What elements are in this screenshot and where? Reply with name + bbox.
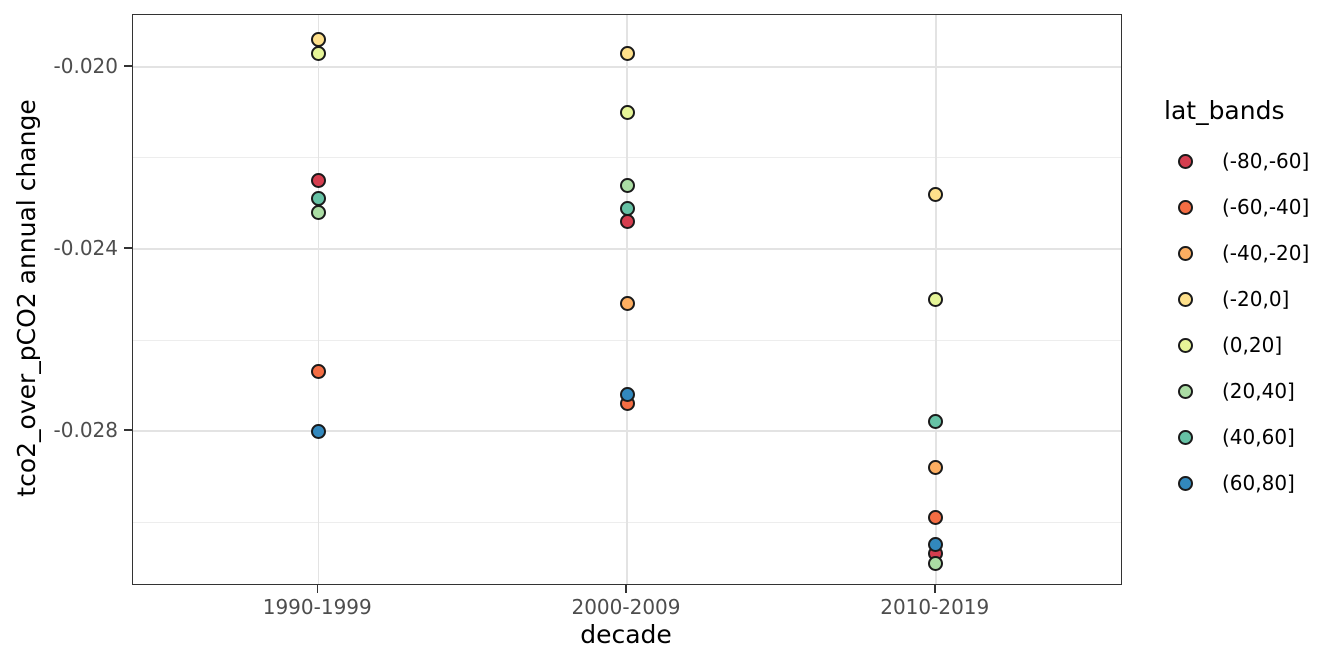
gridline-major-vertical <box>317 15 319 584</box>
data-point <box>928 459 944 475</box>
data-point <box>619 104 635 120</box>
y-tick-mark <box>124 429 132 431</box>
data-point <box>619 45 635 61</box>
x-axis-title: decade <box>580 620 672 649</box>
data-point <box>928 537 944 553</box>
data-point <box>619 387 635 403</box>
y-tick-mark <box>124 247 132 249</box>
data-point <box>310 173 326 189</box>
legend-key-icon <box>1178 199 1193 215</box>
legend-entry: (-80,-60] <box>1164 138 1309 184</box>
y-axis-title: tco2_over_pCO2 annual change <box>12 99 41 497</box>
legend-entry-label: (-20,0] <box>1222 287 1290 311</box>
data-point <box>619 200 635 216</box>
legend-entry: (-40,-20] <box>1164 230 1309 276</box>
data-point <box>310 191 326 207</box>
legend-entry: (-20,0] <box>1164 276 1309 322</box>
legend-key-icon <box>1178 153 1193 169</box>
data-point <box>310 423 326 439</box>
legend-entry: (0,20] <box>1164 322 1309 368</box>
x-tick-label: 2010-2019 <box>880 595 990 619</box>
legend-entry: (-60,-40] <box>1164 184 1309 230</box>
x-tick-label: 2000-2009 <box>571 595 681 619</box>
legend-key-icon <box>1178 337 1193 353</box>
data-point <box>310 364 326 380</box>
legend-entries: (-80,-60] (-60,-40] (-40,-20] (-20,0] (0,20]… <box>1164 138 1309 506</box>
legend-entry: (20,40] <box>1164 368 1309 414</box>
legend-entry-label: (0,20] <box>1222 333 1283 357</box>
y-tick-label: -0.028 <box>53 418 118 443</box>
data-point <box>928 291 944 307</box>
y-tick-label: -0.024 <box>53 235 118 260</box>
legend-key-icon <box>1178 383 1193 399</box>
y-tick-mark <box>124 65 132 67</box>
legend-entry-label: (40,60] <box>1222 425 1295 449</box>
x-tick-mark <box>934 584 936 593</box>
legend-entry: (60,80] <box>1164 460 1309 506</box>
x-tick-label: 1990-1999 <box>262 595 372 619</box>
legend-entry-label: (20,40] <box>1222 379 1295 403</box>
legend-title: lat_bands <box>1164 96 1285 125</box>
y-tick-label: -0.020 <box>53 53 118 78</box>
data-point <box>310 32 326 48</box>
data-point <box>928 414 944 430</box>
data-point <box>928 555 944 571</box>
legend-entry-label: (-80,-60] <box>1222 149 1310 173</box>
data-point <box>928 186 944 202</box>
legend-entry: (40,60] <box>1164 414 1309 460</box>
data-point <box>928 510 944 526</box>
data-point <box>310 45 326 61</box>
legend-entry-label: (-60,-40] <box>1222 195 1310 219</box>
plot-panel <box>132 14 1122 585</box>
legend: lat_bands (-80,-60] (-60,-40] (-40,-20] (-2… <box>1164 96 1309 506</box>
data-point <box>619 296 635 312</box>
legend-key-icon <box>1178 429 1193 445</box>
legend-key-icon <box>1178 291 1193 307</box>
legend-key-icon <box>1178 245 1193 261</box>
x-tick-mark <box>316 584 318 593</box>
legend-entry-label: (60,80] <box>1222 471 1295 495</box>
x-tick-mark <box>625 584 627 593</box>
legend-entry-label: (-40,-20] <box>1222 241 1310 265</box>
data-point <box>619 214 635 230</box>
data-point <box>310 205 326 221</box>
legend-key-icon <box>1178 475 1193 491</box>
data-point <box>619 177 635 193</box>
